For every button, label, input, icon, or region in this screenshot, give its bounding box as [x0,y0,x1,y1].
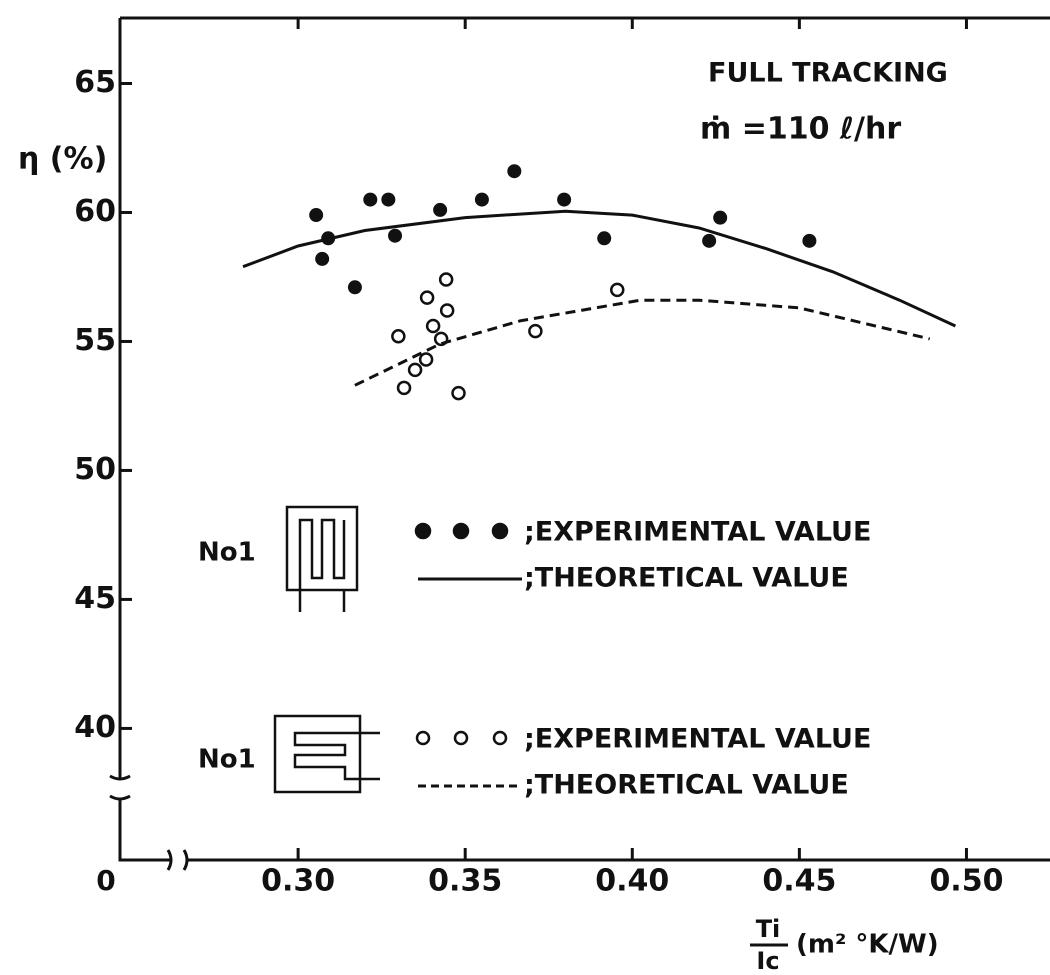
axes [118,18,1050,862]
point [407,362,423,378]
legend-marker [452,522,470,540]
legend-icon-horizontal [273,714,380,794]
legend-label: ;THEORETICAL VALUE [524,770,849,801]
point [439,303,455,318]
legend-label: ;EXPERIMENTAL VALUE [524,724,871,755]
legend-label: ;THEORETICAL VALUE [524,563,849,594]
legend-label: ;EXPERIMENTAL VALUE [524,517,871,548]
origin-label: 0 [96,864,115,897]
legend-marker [414,522,432,540]
point [391,329,406,344]
y-axis-break [109,774,131,801]
legend-marker [492,730,508,746]
y-tick-label: 45 [74,581,116,616]
point [363,192,378,207]
x-tick-label: 0.45 [762,864,836,899]
point [315,251,330,266]
point [347,280,362,295]
point [597,231,612,246]
x-label-numerator: Ti [756,915,781,943]
x-tick-label: 0.40 [595,864,669,899]
y-tick-label: 40 [74,710,116,745]
point [419,290,435,305]
point [802,233,817,248]
point [557,192,572,207]
point [433,202,448,217]
y-tick-label: 50 [74,452,116,487]
point [438,272,454,287]
point [381,192,396,207]
y-tick-label: 65 [74,65,116,100]
legend-icon-vertical [285,505,359,612]
x-label-denominator: Ic [756,947,779,975]
curve [242,209,957,328]
y-axis-label: η (%) [18,142,107,177]
legend-group-label: No1 [198,538,256,568]
point [425,318,441,334]
y-tick-label: 60 [74,194,116,229]
point [528,323,543,339]
x-tick-label: 0.35 [428,864,502,899]
point [418,352,434,367]
x-tick-label: 0.30 [261,864,335,899]
legend-marker [491,522,509,540]
point [309,208,324,223]
legend-group-label: No1 [198,745,256,775]
point [702,233,717,248]
point [609,282,625,298]
legend-marker [453,730,469,746]
point [507,164,522,179]
point [713,210,728,225]
point [388,228,403,243]
legend-marker [415,730,431,746]
chart-title: FULL TRACKING [708,58,948,89]
point [396,380,412,396]
x-label-unit: (m² °K/W) [796,930,939,960]
point [451,385,466,401]
x-axis-break [166,849,189,871]
point [474,192,489,207]
chart-subtitle: ṁ =110 ℓ/hr [700,112,901,147]
x-tick-label: 0.50 [929,864,1003,899]
y-tick-label: 55 [74,323,116,358]
